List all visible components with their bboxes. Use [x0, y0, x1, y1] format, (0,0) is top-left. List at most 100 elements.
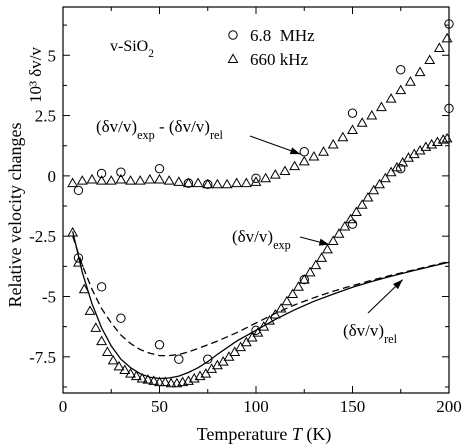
- triangle-point: [115, 173, 127, 184]
- triangle-point: [385, 166, 397, 177]
- x-axis-label-symbol: T: [292, 424, 304, 444]
- curve-layer: [72, 231, 450, 380]
- triangle-point: [356, 117, 368, 127]
- annotation-diff-part: (δv/v): [96, 117, 137, 136]
- x-axis-label-text: Temperature: [197, 424, 292, 444]
- triangle-point: [84, 305, 96, 315]
- triangle-point: [269, 169, 281, 179]
- triangle-point: [217, 356, 229, 366]
- triangle-point: [202, 178, 214, 189]
- triangle-point: [327, 138, 339, 149]
- sample-label-sub: 2: [148, 48, 154, 60]
- y-tick-label: -2.5: [29, 227, 56, 246]
- triangle-point: [163, 175, 175, 185]
- annotation-rel-part: (δv/v): [343, 321, 384, 340]
- annotation-arrow-head: [318, 238, 330, 246]
- triangle-point: [246, 331, 258, 342]
- triangle-point: [173, 176, 185, 186]
- triangle-point: [437, 134, 449, 144]
- triangle-point: [72, 257, 84, 267]
- triangle-point: [310, 259, 322, 270]
- annotation-exp-part: (δv/v): [232, 227, 273, 246]
- y-axis-label: Relative velocity changes: [5, 123, 25, 308]
- triangle-point: [105, 175, 117, 185]
- circle-point: [73, 185, 84, 196]
- x-tick-label: 0: [59, 397, 68, 416]
- annotation-diff-part: rel: [210, 128, 224, 142]
- triangle-point: [148, 375, 160, 385]
- annotation-arrow-head: [289, 147, 301, 155]
- triangle-point: [281, 295, 293, 306]
- triangle-point: [229, 346, 241, 356]
- triangle-point: [78, 283, 90, 294]
- triangle-point: [356, 199, 368, 209]
- triangle-point: [397, 156, 409, 167]
- annotation-rel: (δv/v)rel: [343, 321, 398, 346]
- y-tick-label: 0: [48, 167, 57, 186]
- triangle-point: [221, 178, 233, 189]
- triangle-point: [279, 165, 291, 175]
- triangle-point: [96, 335, 108, 346]
- triangle-point: [308, 150, 320, 161]
- annotation-arrow-head: [392, 279, 403, 290]
- triangle-point: [385, 93, 397, 103]
- circle-point: [203, 354, 213, 364]
- triangle-point: [107, 354, 119, 365]
- circle-point: [96, 168, 107, 179]
- triangle-point: [235, 341, 247, 352]
- triangle-point: [333, 228, 345, 238]
- sample-label: v-SiO2: [110, 38, 154, 60]
- triangle-point: [144, 173, 156, 184]
- triangle-point: [258, 321, 270, 331]
- triangle-point: [142, 374, 154, 384]
- x-tick-label: 150: [340, 397, 366, 416]
- triangle-point: [223, 351, 235, 361]
- triangle-point: [298, 155, 310, 166]
- triangle-point: [113, 360, 125, 371]
- triangle-point: [154, 376, 165, 387]
- annotation-diff-part: - (δv/v): [155, 117, 210, 136]
- x-tick-label: 100: [243, 397, 269, 416]
- triangle-point: [441, 132, 453, 143]
- triangle-point: [316, 252, 328, 262]
- legend-triangle-marker: [227, 53, 239, 63]
- triangle-point: [362, 191, 374, 202]
- circle-point: [347, 219, 358, 229]
- triangle-point: [182, 177, 194, 188]
- triangle-point: [192, 177, 204, 188]
- x-axis-label: Temperature T (K): [197, 424, 332, 445]
- legend-circle-marker: [228, 30, 238, 40]
- label-layer: 0 50 100 150 200 5 2.5 0 -2.5 -5 -7.5 Temperature T…: [5, 46, 462, 445]
- triangle-point: [379, 172, 391, 183]
- triangle-point: [304, 266, 316, 277]
- annotation-diff-part: exp: [137, 128, 155, 142]
- circle-point: [116, 167, 126, 177]
- triangle-point: [240, 336, 252, 347]
- x-tick-label: 50: [151, 397, 168, 416]
- triangle-point: [289, 160, 301, 171]
- x-axis-label-unit: (K): [302, 424, 332, 445]
- triangle-point: [347, 124, 358, 134]
- sample-label-base: v-SiO: [110, 38, 148, 55]
- tick-layer: [62, 7, 450, 393]
- triangle-point: [298, 274, 310, 284]
- legend: v-SiO2 6.8 MHz 660 kHz: [110, 26, 315, 69]
- circle-point: [73, 253, 84, 263]
- circle-point: [396, 65, 406, 75]
- annotation-exp-part: exp: [273, 238, 291, 252]
- triangle-point: [292, 281, 304, 291]
- annotation-layer: (δv/v)exp - (δv/v)rel(δv/v)exp(δv/v)rel: [96, 117, 404, 346]
- circle-point: [299, 147, 309, 157]
- circle-point: [347, 108, 358, 118]
- y-tick-label: -7.5: [29, 348, 56, 367]
- triangle-point: [350, 206, 362, 217]
- triangle-point: [345, 213, 357, 224]
- triangle-point: [125, 175, 137, 185]
- triangle-point: [375, 101, 387, 112]
- annotation-rel-part: rel: [384, 332, 398, 346]
- circle-point: [251, 173, 261, 183]
- triangle-point: [264, 315, 275, 325]
- circle-point: [174, 354, 184, 364]
- triangle-point: [240, 177, 252, 188]
